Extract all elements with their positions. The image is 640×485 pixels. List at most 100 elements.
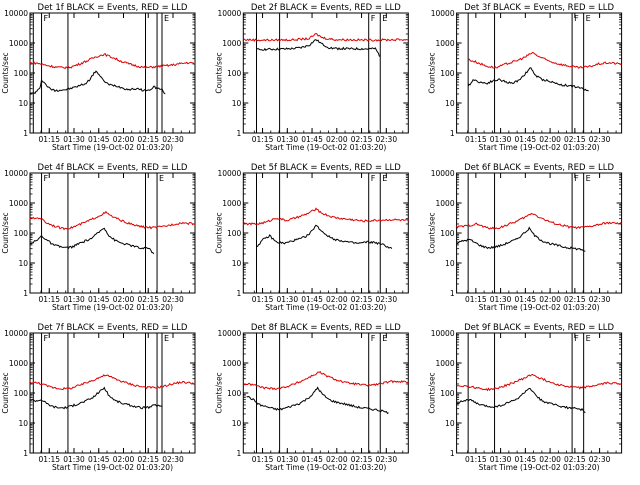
y-tick-label: 10000 xyxy=(431,329,455,338)
x-tick-label: 01:45 xyxy=(88,295,110,304)
y-tick-label: 10000 xyxy=(4,9,28,18)
y-tick-label: 1 xyxy=(23,129,28,138)
series-events-line xyxy=(456,387,586,414)
panel-title: Det 3f BLACK = Events, RED = LLD xyxy=(464,3,614,13)
panel-3: Det 3f BLACK = Events, RED = LLD 1 10 100 10… xyxy=(428,3,623,152)
y-axis-label: Counts/sec xyxy=(1,52,10,93)
plot-frame xyxy=(456,172,623,294)
panel-title: Det 8f BLACK = Events, RED = LLD xyxy=(251,323,401,333)
x-tick-label: 01:45 xyxy=(301,455,323,464)
x-tick-label: 02:00 xyxy=(326,295,348,304)
x-axis-label: Start Time (19-Oct-02 01:03:20) xyxy=(479,143,600,152)
y-tick-label: 10000 xyxy=(4,169,28,178)
x-tick-label: 02:30 xyxy=(589,295,611,304)
x-tick-label: 02:30 xyxy=(375,295,397,304)
x-tick-label: 02:15 xyxy=(351,455,373,464)
y-tick-label: 10 xyxy=(18,419,28,428)
x-tick-label: 02:30 xyxy=(375,135,397,144)
y-tick-label: 1 xyxy=(450,129,455,138)
series-events-line xyxy=(29,227,155,255)
x-tick-label: 02:15 xyxy=(351,135,373,144)
x-tick-label: 01:15 xyxy=(465,135,487,144)
plot-frame xyxy=(242,332,409,454)
x-tick-label: 01:30 xyxy=(276,455,298,464)
x-tick-label: 01:15 xyxy=(38,295,60,304)
panel-6: Det 6f BLACK = Events, RED = LLD 1 10 100 10… xyxy=(428,163,623,312)
y-tick-label: 100 xyxy=(227,69,242,78)
series-events-line xyxy=(456,226,586,252)
x-tick-label: 01:15 xyxy=(465,455,487,464)
x-tick-label: 01:45 xyxy=(515,455,537,464)
y-tick-label: 10 xyxy=(445,99,455,108)
x-tick-label: 02:15 xyxy=(564,135,586,144)
x-tick-label: 02:15 xyxy=(564,455,586,464)
x-axis-label: Start Time (19-Oct-02 01:03:20) xyxy=(265,463,386,472)
y-tick-label: 1000 xyxy=(436,359,455,368)
y-tick-label: 10 xyxy=(232,259,242,268)
series-events-line xyxy=(29,386,163,410)
y-axis-label: Counts/sec xyxy=(428,212,437,253)
panel-4: Det 4f BLACK = Events, RED = LLD 1 10 100 10… xyxy=(1,163,196,312)
x-tick-label: 02:00 xyxy=(113,455,135,464)
y-tick-label: 100 xyxy=(440,389,455,398)
x-tick-label: 01:15 xyxy=(252,295,274,304)
x-tick-label: 01:45 xyxy=(515,295,537,304)
panel-2: Det 2f BLACK = Events, RED = LLD 1 10 100 10… xyxy=(214,3,409,152)
x-tick-label: 01:15 xyxy=(252,455,274,464)
x-tick-label: 02:15 xyxy=(564,295,586,304)
x-tick-label: 01:45 xyxy=(88,455,110,464)
y-tick-label: 10 xyxy=(232,99,242,108)
y-axis-label: Counts/sec xyxy=(214,212,223,253)
y-tick-label: 10000 xyxy=(217,9,241,18)
y-axis-label: Counts/sec xyxy=(214,372,223,413)
y-axis-label: Counts/sec xyxy=(428,52,437,93)
y-tick-label: 10000 xyxy=(217,169,241,178)
marker-label-e: E xyxy=(586,334,591,343)
x-tick-label: 01:45 xyxy=(515,135,537,144)
panel-5: Det 5f BLACK = Events, RED = LLD 1 10 100 10… xyxy=(214,163,409,312)
x-tick-label: 02:00 xyxy=(113,135,135,144)
marker-label-f: F xyxy=(44,334,49,343)
x-axis-label: Start Time (19-Oct-02 01:03:20) xyxy=(479,303,600,312)
x-tick-label: 02:15 xyxy=(137,295,159,304)
x-tick-label: 01:30 xyxy=(63,295,85,304)
panel-8: Det 8f BLACK = Events, RED = LLD 1 10 100 10… xyxy=(214,323,409,472)
panel-1: Det 1f BLACK = Events, RED = LLD 1 10 100 10… xyxy=(1,3,196,152)
plot-frame xyxy=(29,172,196,294)
y-tick-label: 1 xyxy=(450,449,455,458)
y-tick-label: 100 xyxy=(440,229,455,238)
x-tick-label: 02:30 xyxy=(162,455,184,464)
y-tick-label: 100 xyxy=(14,69,29,78)
x-tick-label: 01:15 xyxy=(38,455,60,464)
y-tick-label: 100 xyxy=(14,229,29,238)
x-tick-label: 02:00 xyxy=(113,295,135,304)
x-tick-label: 02:00 xyxy=(539,455,561,464)
y-tick-label: 1000 xyxy=(436,199,455,208)
x-tick-label: 02:30 xyxy=(162,135,184,144)
y-tick-label: 100 xyxy=(227,389,242,398)
panel-title: Det 7f BLACK = Events, RED = LLD xyxy=(38,323,188,333)
marker-label-e: E xyxy=(164,14,169,23)
x-tick-label: 02:00 xyxy=(326,135,348,144)
x-tick-label: 01:30 xyxy=(490,455,512,464)
y-tick-label: 100 xyxy=(440,69,455,78)
marker-label-f: F xyxy=(371,174,376,183)
panel-7: Det 7f BLACK = Events, RED = LLD 1 10 100 10… xyxy=(1,323,196,472)
x-tick-label: 02:30 xyxy=(589,455,611,464)
series-lld-line xyxy=(30,53,196,70)
x-tick-label: 02:30 xyxy=(375,455,397,464)
marker-label-e: E xyxy=(586,14,591,23)
marker-label-f: F xyxy=(371,334,376,343)
x-tick-label: 01:15 xyxy=(252,135,274,144)
marker-label-f: F xyxy=(44,14,49,23)
series-lld-line xyxy=(242,371,409,391)
marker-label-e: E xyxy=(586,174,591,183)
y-tick-label: 10 xyxy=(18,259,28,268)
y-tick-label: 1000 xyxy=(9,39,28,48)
x-tick-label: 01:30 xyxy=(276,295,298,304)
x-axis-label: Start Time (19-Oct-02 01:03:20) xyxy=(52,143,173,152)
series-events-line xyxy=(256,39,381,58)
y-tick-label: 10 xyxy=(445,259,455,268)
y-tick-label: 1 xyxy=(450,289,455,298)
